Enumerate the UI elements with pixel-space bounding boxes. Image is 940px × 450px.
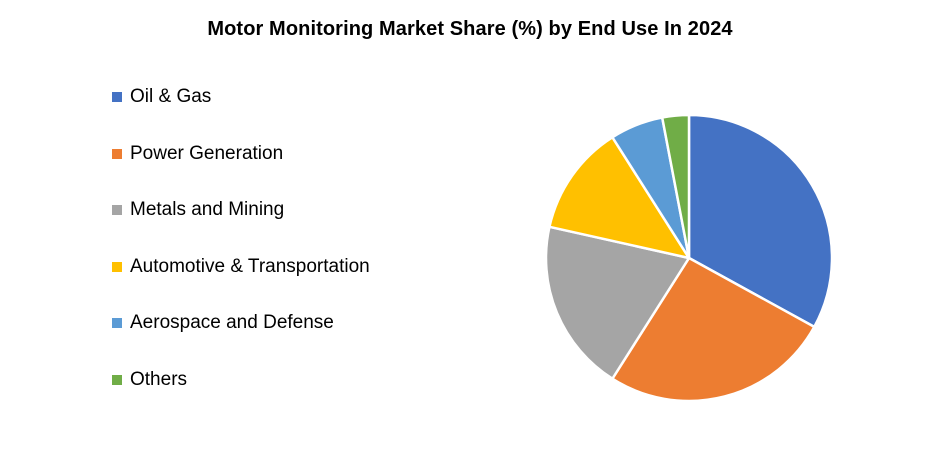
pie-slice-others — [660, 113, 691, 260]
legend-swatch — [112, 318, 122, 328]
legend-label: Metals and Mining — [130, 199, 285, 220]
legend-label: Oil & Gas — [130, 86, 212, 107]
chart-legend: Oil & Gas Power Generation Metals and Mi… — [112, 84, 370, 423]
pie-slice-metals-mining — [544, 225, 691, 380]
pie-slice-automotive — [548, 136, 691, 260]
legend-swatch — [112, 205, 122, 215]
legend-label: Aerospace and Defense — [130, 312, 334, 333]
legend-item-aerospace-defense: Aerospace and Defense — [112, 310, 370, 336]
legend-swatch — [112, 148, 122, 159]
legend-item-others: Others — [112, 367, 370, 393]
legend-item-power-generation: Power Generation — [112, 141, 370, 167]
legend-item-oil-gas: Oil & Gas — [112, 84, 370, 110]
pie-slice-oil-gas — [687, 113, 834, 329]
legend-label: Others — [130, 368, 188, 390]
legend-label: Power Generation — [130, 142, 284, 164]
legend-swatch — [112, 92, 122, 102]
legend-swatch — [112, 261, 122, 272]
legend-item-automotive: Automotive & Transportation — [112, 254, 370, 280]
pie-slice-power-generation — [611, 256, 816, 403]
legend-item-metals-mining: Metals and Mining — [112, 197, 370, 223]
legend-swatch — [112, 374, 122, 385]
legend-label: Automotive & Transportation — [130, 255, 370, 277]
chart-title: Motor Monitoring Market Share (%) by End… — [207, 18, 733, 40]
